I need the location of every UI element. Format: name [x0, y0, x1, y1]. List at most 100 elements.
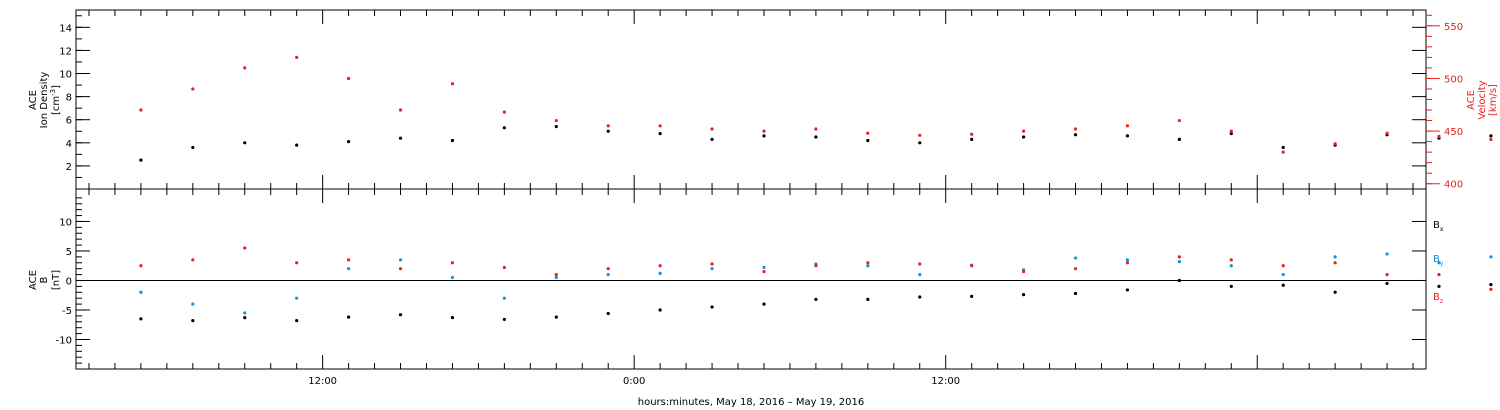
density-point — [1489, 134, 1493, 138]
velocity-point — [1021, 129, 1026, 133]
density-point — [139, 158, 143, 162]
bz-point — [1281, 264, 1285, 268]
velocity-point — [658, 124, 662, 128]
density-unit-sup: -3 — [49, 89, 57, 96]
velocity-point — [191, 87, 195, 91]
bx-point — [814, 297, 818, 301]
bz-point — [191, 258, 195, 262]
legend-bz-sub: z — [1440, 298, 1443, 305]
density-tick-label: 8 — [66, 93, 72, 104]
velocity-point — [398, 108, 403, 112]
velocity-point — [450, 82, 455, 86]
bx-point — [295, 319, 299, 323]
by-point — [710, 267, 714, 271]
legend-bx: Bx — [1433, 220, 1444, 233]
bx-point — [1281, 283, 1285, 287]
velocity-point — [554, 118, 558, 123]
by-point — [918, 272, 922, 277]
by-point — [191, 302, 195, 306]
bz-point — [502, 265, 506, 270]
density-point — [606, 129, 610, 133]
velocity-axis-unit: [km/s] — [1488, 84, 1499, 116]
density-point — [1125, 134, 1130, 138]
bx-point — [1385, 281, 1389, 286]
density-point — [191, 145, 195, 150]
velocity-point — [1125, 124, 1130, 128]
by-point — [139, 290, 143, 294]
time-tick-label: 0:00 — [623, 376, 645, 387]
velocity-point — [1281, 150, 1285, 154]
velocity-point — [1073, 127, 1078, 131]
velocity-point — [1177, 118, 1181, 123]
density-tick-label: 10 — [59, 70, 72, 81]
velocity-tick-label: 400 — [1444, 180, 1463, 191]
density-point — [1177, 137, 1181, 141]
time-axis-label: hours:minutes, May 18, 2016 – May 19, 20… — [638, 397, 864, 408]
by-point — [1229, 264, 1233, 268]
bx-point — [970, 294, 974, 299]
bx-point — [1229, 284, 1233, 288]
density-unit-post: ] — [51, 85, 62, 89]
velocity-axis-label-line1: ACE — [1466, 90, 1477, 110]
by-point — [1333, 255, 1337, 259]
density-point — [243, 141, 247, 145]
bz-point — [1385, 272, 1389, 277]
bx-point — [450, 316, 455, 320]
velocity-axis-ticks: 400 450 500 550 — [1426, 14, 1463, 191]
b-axis-unit: [nT] — [51, 270, 62, 290]
velocity-tick-label: 450 — [1444, 127, 1463, 138]
bx-point — [346, 315, 351, 319]
bx-point — [554, 315, 558, 319]
density-point — [1229, 131, 1233, 136]
bx-point — [762, 302, 766, 306]
bx-point — [1333, 290, 1337, 294]
density-point — [866, 138, 870, 143]
bx-point — [1489, 283, 1493, 287]
velocity-point — [346, 76, 351, 81]
bz-point — [1125, 261, 1130, 265]
velocity-point — [139, 108, 143, 112]
velocity-tick-label: 500 — [1444, 74, 1463, 85]
density-point — [970, 137, 974, 141]
density-axis-label-line1: ACE — [28, 90, 39, 110]
bz-point — [918, 262, 922, 266]
bz-point — [970, 264, 974, 268]
bx-point — [1125, 288, 1130, 292]
b-tick-label: 0 — [66, 276, 72, 287]
by-point — [295, 296, 299, 300]
legend-by: By — [1433, 254, 1444, 267]
velocity-point — [710, 127, 714, 131]
bx-point — [710, 305, 714, 309]
legend-by-sub: y — [1440, 260, 1444, 267]
velocity-point — [762, 129, 766, 133]
velocity-point — [606, 124, 610, 128]
b-tick-label: 10 — [59, 217, 72, 228]
density-point — [346, 140, 351, 144]
bx-point — [191, 319, 195, 323]
velocity-point — [295, 55, 299, 59]
time-tick-label: 12:00 — [931, 376, 960, 387]
bottom-panel-frame — [75, 188, 1427, 370]
by-point — [450, 275, 455, 280]
by-point — [762, 265, 766, 270]
density-tick-label: 12 — [59, 46, 72, 57]
b-axis-label-line2: B — [39, 276, 50, 283]
velocity-point — [1489, 137, 1493, 142]
bz-point — [295, 261, 299, 265]
density-axis-unit: [cm-3] — [49, 85, 62, 115]
legend-bz: Bz — [1433, 292, 1443, 305]
b-axis-label-line1: ACE — [28, 270, 39, 290]
density-point — [1021, 135, 1026, 139]
by-point — [398, 258, 403, 262]
density-tick-label: 2 — [66, 162, 72, 173]
by-point — [606, 272, 610, 277]
density-axis-ticks: 2 4 6 8 10 12 14 — [59, 15, 1426, 178]
magnetic-field-panel: -10 -5 0 5 10 ACE B [nT] Bx By Bz — [28, 188, 1493, 370]
bx-point — [658, 308, 662, 312]
by-point — [1281, 272, 1285, 277]
density-tick-label: 14 — [59, 23, 72, 34]
bx-point — [139, 317, 143, 321]
bz-point — [814, 264, 818, 268]
bz-point — [606, 267, 610, 271]
bz-point — [1021, 270, 1026, 274]
